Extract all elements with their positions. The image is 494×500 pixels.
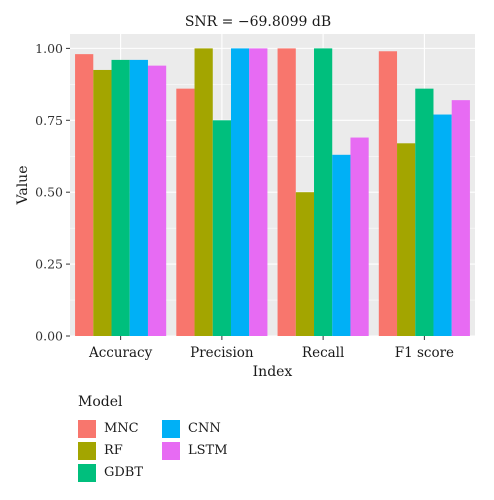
bar-cnn-accuracy bbox=[129, 59, 148, 337]
x-tick-label: Accuracy bbox=[88, 345, 153, 361]
bar-rf-f1-score bbox=[397, 143, 416, 336]
legend-swatch-rf bbox=[78, 442, 96, 460]
bar-lstm-f1-score bbox=[451, 100, 470, 337]
legend-label-gdbt: GDBT bbox=[104, 465, 144, 480]
legend-title: Model bbox=[78, 394, 123, 410]
y-tick-label: 0.50 bbox=[35, 185, 63, 200]
bar-rf-precision bbox=[194, 48, 213, 336]
x-tick-label: F1 score bbox=[395, 345, 454, 361]
x-tick-label: Recall bbox=[302, 345, 344, 361]
y-axis-label: Value bbox=[15, 166, 31, 206]
legend: Model MNC RF GDBT CNN LSTM bbox=[78, 392, 298, 492]
legend-swatch-lstm bbox=[162, 442, 180, 460]
y-tick-label: 0.75 bbox=[35, 113, 63, 128]
legend-swatch-cnn bbox=[162, 420, 180, 438]
bar-lstm-precision bbox=[249, 48, 268, 336]
legend-label-lstm: LSTM bbox=[188, 443, 228, 458]
legend-swatch-gdbt bbox=[78, 464, 96, 482]
y-tick-label: 0.25 bbox=[35, 257, 63, 272]
bar-mnc-precision bbox=[176, 88, 195, 337]
bar-lstm-accuracy bbox=[147, 65, 167, 336]
legend-label-cnn: CNN bbox=[188, 421, 221, 436]
bar-gdbt-accuracy bbox=[111, 59, 130, 337]
bar-gdbt-f1-score bbox=[415, 88, 434, 337]
bar-mnc-accuracy bbox=[75, 54, 94, 337]
chart-title: SNR = −69.8099 dB bbox=[185, 14, 331, 30]
bar-rf-recall bbox=[295, 192, 315, 336]
x-tick-label: Precision bbox=[190, 345, 254, 361]
legend-label-mnc: MNC bbox=[104, 421, 139, 436]
bar-mnc-f1-score bbox=[378, 51, 398, 336]
legend-swatch-mnc bbox=[78, 420, 96, 438]
bar-gdbt-precision bbox=[212, 120, 231, 337]
bar-gdbt-recall bbox=[314, 48, 333, 336]
x-axis: Accuracy Precision Recall F1 score bbox=[88, 336, 454, 361]
y-tick-label: 0.00 bbox=[35, 329, 63, 344]
bar-group bbox=[75, 48, 470, 337]
y-tick-label: 1.00 bbox=[35, 41, 63, 56]
bar-lstm-recall bbox=[350, 137, 369, 336]
bar-cnn-recall bbox=[332, 154, 351, 336]
x-axis-label: Index bbox=[253, 364, 293, 380]
bar-cnn-f1-score bbox=[433, 114, 452, 337]
bar-cnn-precision bbox=[230, 48, 250, 336]
bar-mnc-recall bbox=[277, 48, 296, 336]
y-axis: 0.00 0.25 0.50 0.75 1.00 bbox=[35, 41, 70, 344]
bar-rf-accuracy bbox=[93, 69, 112, 336]
legend-label-rf: RF bbox=[104, 443, 123, 458]
